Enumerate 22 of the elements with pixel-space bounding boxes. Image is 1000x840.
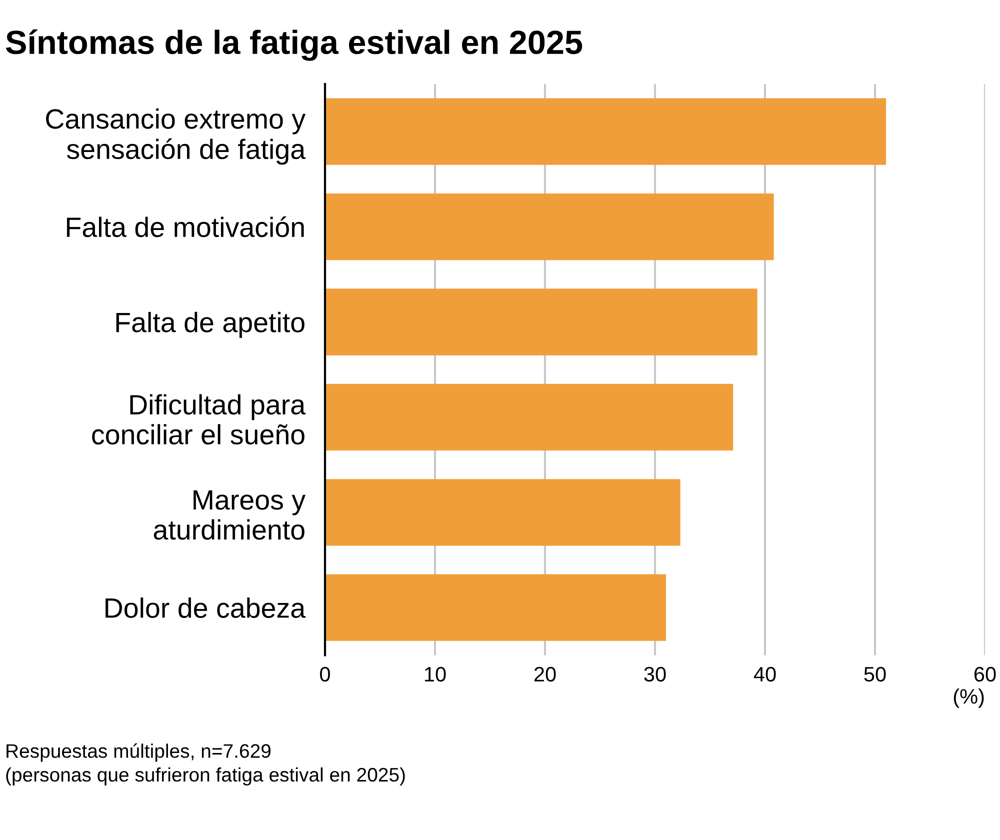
x-tick-label: 60 — [974, 666, 996, 682]
x-tick-label: 50 — [864, 666, 886, 682]
chart-title: Síntomas de la fatiga estival en 2025 — [6, 29, 582, 61]
bar — [325, 574, 666, 641]
text: Respuestas múltiples, n=7.629 (personas que sufrieron fatiga estival en 2025) — [6, 743, 405, 786]
x-tick-label: 10 — [425, 666, 446, 682]
y-tick-label: Falta de motivación — [66, 216, 304, 238]
bar — [325, 193, 774, 260]
y-tick-label: Cansancio extremo y sensación de fatiga — [46, 108, 306, 165]
bar — [325, 98, 886, 165]
bar — [325, 479, 680, 546]
y-tick-label: Dolor de cabeza — [106, 598, 306, 618]
x-tick-label: 40 — [754, 666, 776, 682]
bar — [325, 384, 734, 451]
x-tick-label: 30 — [644, 666, 666, 682]
x-tick-label: 0 — [320, 666, 330, 682]
y-tick-label: Mareos y aturdimiento — [154, 490, 306, 540]
bar — [325, 288, 758, 356]
x-axis-title: (%) — [954, 688, 984, 708]
y-tick-label: Dificultad para conciliar el sueño — [92, 394, 306, 445]
y-tick-label: Falta de apetito — [116, 312, 304, 338]
x-tick-label: 20 — [534, 666, 556, 682]
